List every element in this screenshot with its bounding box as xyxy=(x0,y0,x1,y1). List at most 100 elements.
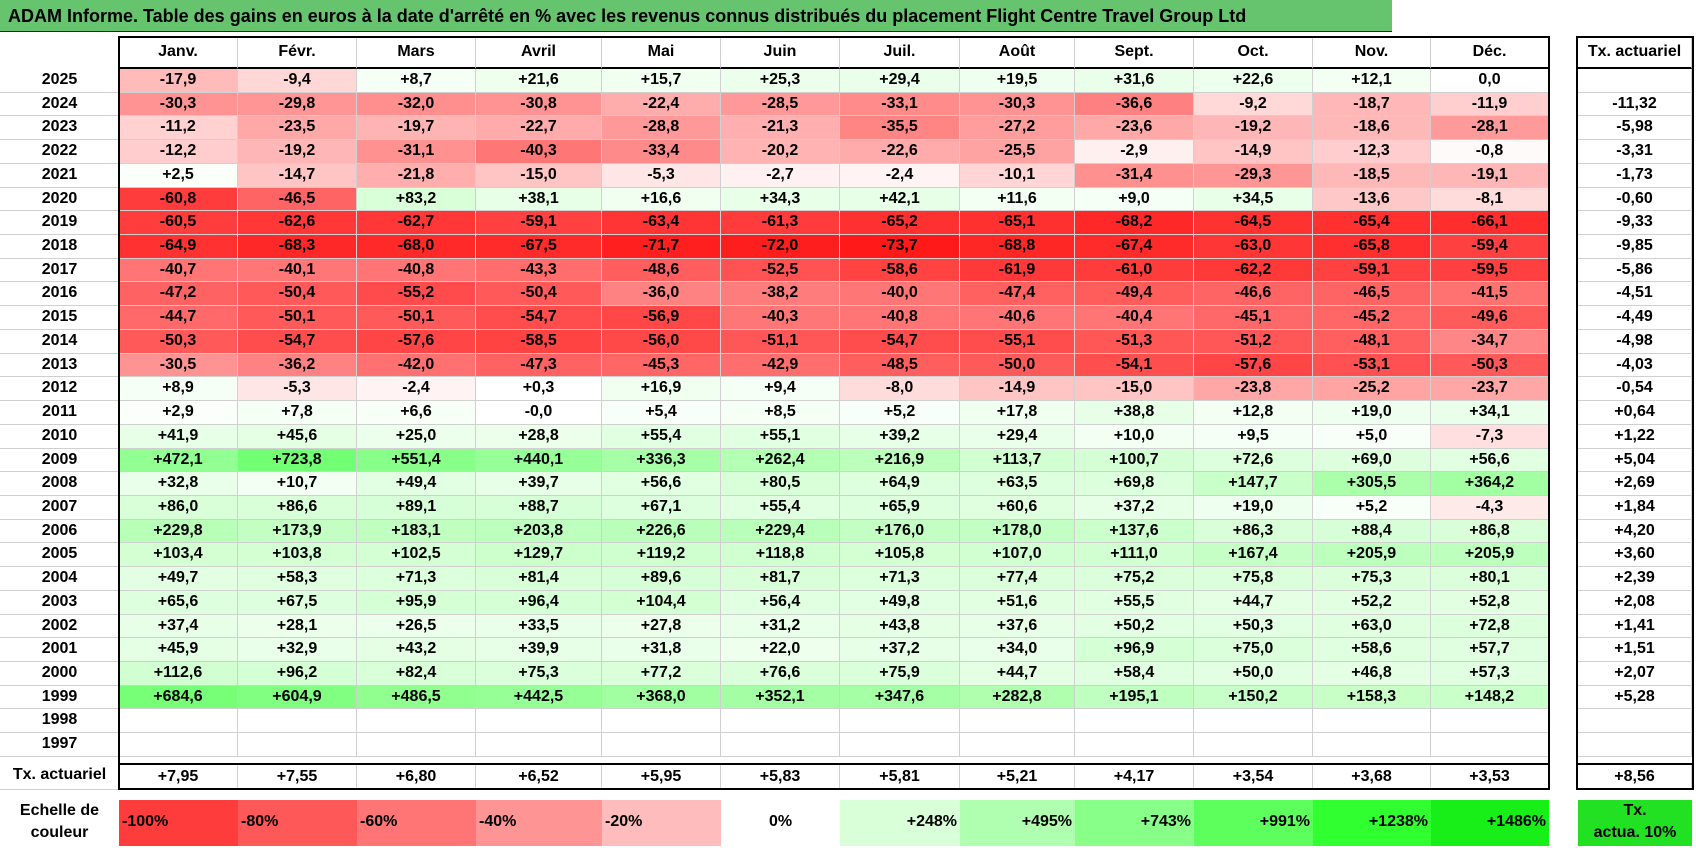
table-cell: -5,3 xyxy=(602,164,721,188)
table-cell: +50,0 xyxy=(1194,662,1313,686)
table-cell: -66,1 xyxy=(1431,211,1549,235)
table-cell: +75,3 xyxy=(476,662,602,686)
table-cell: +5,0 xyxy=(1313,425,1431,449)
table-cell: -45,3 xyxy=(602,354,721,377)
table-cell: -31,4 xyxy=(1075,164,1194,188)
table-cell: -59,4 xyxy=(1431,235,1549,259)
table-cell: +5,2 xyxy=(1313,496,1431,520)
table-cell: +102,5 xyxy=(357,543,476,567)
table-cell: -60,8 xyxy=(119,188,238,211)
table-cell: +52,8 xyxy=(1431,591,1549,615)
tx-cell: +1,84 xyxy=(1578,496,1692,520)
table-cell: +262,4 xyxy=(721,449,840,472)
table-cell: +16,9 xyxy=(602,377,721,401)
table-cell: -2,7 xyxy=(721,164,840,188)
table-cell xyxy=(840,709,960,733)
table-cell: -57,6 xyxy=(357,330,476,354)
month-header: Mai xyxy=(602,37,721,69)
table-cell: +129,7 xyxy=(476,543,602,567)
table-cell: 0,0 xyxy=(1431,69,1549,93)
table-cell: +49,7 xyxy=(119,567,238,591)
table-cell: +37,4 xyxy=(119,615,238,638)
tx-cell: -5,86 xyxy=(1578,259,1692,282)
table-cell: -50,3 xyxy=(119,330,238,354)
table-cell: -17,9 xyxy=(119,69,238,93)
table-cell: +19,0 xyxy=(1194,496,1313,520)
table-cell: +226,6 xyxy=(602,520,721,543)
table-cell: +29,4 xyxy=(840,69,960,93)
table-cell: +19,5 xyxy=(960,69,1075,93)
table-cell xyxy=(1313,709,1431,733)
month-header: Nov. xyxy=(1313,37,1431,69)
tx-row-cell: +7,95 xyxy=(119,764,238,790)
table-cell: +69,8 xyxy=(1075,472,1194,496)
table-cell: -11,2 xyxy=(119,116,238,140)
table-cell: +103,4 xyxy=(119,543,238,567)
table-cell: +12,8 xyxy=(1194,401,1313,425)
table-cell: -5,3 xyxy=(238,377,357,401)
table-cell: -23,5 xyxy=(238,116,357,140)
table-cell: -19,2 xyxy=(238,140,357,164)
table-cell: +0,3 xyxy=(476,377,602,401)
table-cell: +88,7 xyxy=(476,496,602,520)
table-cell: -8,0 xyxy=(840,377,960,401)
table-cell: +104,4 xyxy=(602,591,721,615)
table-cell: -9,2 xyxy=(1194,93,1313,116)
table-cell: +282,8 xyxy=(960,686,1075,709)
tx-cell: +1,41 xyxy=(1578,615,1692,638)
table-cell: -71,7 xyxy=(602,235,721,259)
table-cell: -40,6 xyxy=(960,306,1075,330)
tx-cell: -3,31 xyxy=(1578,140,1692,164)
table-cell: +75,9 xyxy=(840,662,960,686)
table-cell: -0,8 xyxy=(1431,140,1549,164)
table-cell: -43,3 xyxy=(476,259,602,282)
tx-row-cell: +5,83 xyxy=(721,764,840,790)
table-cell: -14,7 xyxy=(238,164,357,188)
table-cell: +442,5 xyxy=(476,686,602,709)
table-cell: -47,4 xyxy=(960,282,1075,306)
table-cell: -28,1 xyxy=(1431,116,1549,140)
table-cell: +57,7 xyxy=(1431,638,1549,662)
table-cell: +105,8 xyxy=(840,543,960,567)
year-label: 2003 xyxy=(0,591,119,615)
table-cell: +65,6 xyxy=(119,591,238,615)
table-cell: -27,2 xyxy=(960,116,1075,140)
table-cell: +10,7 xyxy=(238,472,357,496)
year-label: 2011 xyxy=(0,401,119,425)
table-cell: -40,8 xyxy=(357,259,476,282)
table-cell: -47,3 xyxy=(476,354,602,377)
tx-cell: -1,73 xyxy=(1578,164,1692,188)
table-cell: -44,7 xyxy=(119,306,238,330)
table-cell: +80,5 xyxy=(721,472,840,496)
table-cell: -12,2 xyxy=(119,140,238,164)
table-cell: +26,5 xyxy=(357,615,476,638)
table-cell: +19,0 xyxy=(1313,401,1431,425)
table-cell: +42,1 xyxy=(840,188,960,211)
table-cell: +229,8 xyxy=(119,520,238,543)
tx-row-cell: +6,52 xyxy=(476,764,602,790)
table-cell: +31,8 xyxy=(602,638,721,662)
table-cell: -55,1 xyxy=(960,330,1075,354)
scale-label-line1: Echelle de xyxy=(19,802,100,819)
scale-swatch: -40% xyxy=(476,800,602,846)
table-cell: +67,5 xyxy=(238,591,357,615)
tx-cell: -4,49 xyxy=(1578,306,1692,330)
table-cell: -64,5 xyxy=(1194,211,1313,235)
table-cell: -50,3 xyxy=(1431,354,1549,377)
table-cell: +46,8 xyxy=(1313,662,1431,686)
tx-header: Tx. actuariel xyxy=(1578,37,1692,69)
scale-swatch: -100% xyxy=(119,800,238,846)
table-cell: +86,6 xyxy=(238,496,357,520)
table-cell: -40,1 xyxy=(238,259,357,282)
year-label: 2024 xyxy=(0,93,119,116)
table-cell: +10,0 xyxy=(1075,425,1194,449)
table-cell xyxy=(960,709,1075,733)
table-cell: -42,0 xyxy=(357,354,476,377)
table-cell xyxy=(721,733,840,757)
table-cell: +5,4 xyxy=(602,401,721,425)
month-header: Mars xyxy=(357,37,476,69)
scale-label-line2: couleur xyxy=(30,824,89,841)
table-cell: -52,5 xyxy=(721,259,840,282)
table-cell: +148,2 xyxy=(1431,686,1549,709)
